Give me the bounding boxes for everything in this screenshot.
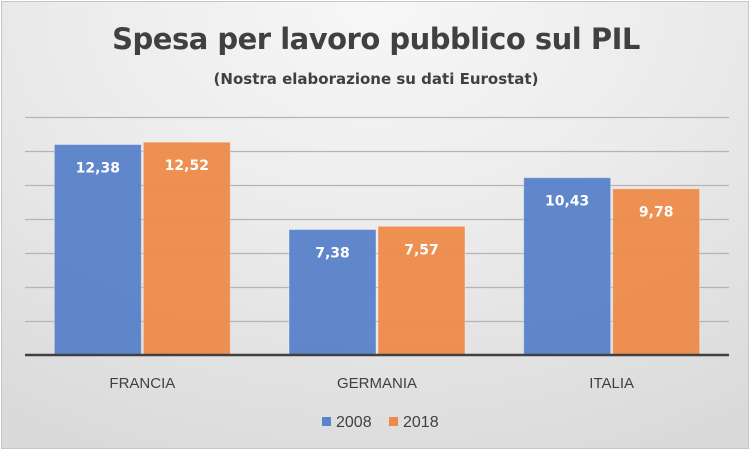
- legend-swatch: [322, 417, 331, 426]
- legend-item-2008[interactable]: 2008: [322, 414, 372, 431]
- legend-item-2018[interactable]: 2018: [389, 414, 439, 431]
- bar-2018-italia: [612, 188, 701, 356]
- bar-2008-italia: [523, 177, 612, 356]
- data-label: 10,43: [545, 194, 589, 210]
- legend-label: 2008: [336, 414, 372, 431]
- data-label: 7,57: [404, 242, 439, 258]
- x-tick-label: GERMANIA: [337, 375, 417, 392]
- x-tick-label: ITALIA: [589, 375, 634, 392]
- chart-subtitle: (Nostra elaborazione su dati Eurostat): [213, 70, 539, 88]
- legend-label: 2018: [403, 414, 439, 431]
- legend-swatch: [389, 417, 398, 426]
- bar-2018-germania: [377, 225, 466, 356]
- data-label: 12,52: [165, 158, 209, 174]
- data-label: 12,38: [76, 161, 120, 177]
- data-label: 9,78: [639, 205, 674, 221]
- x-tick-label: FRANCIA: [109, 375, 175, 392]
- bar-2008-francia: [53, 144, 142, 356]
- chart-title: Spesa per lavoro pubblico sul PIL: [112, 22, 640, 56]
- data-label: 7,38: [315, 246, 350, 262]
